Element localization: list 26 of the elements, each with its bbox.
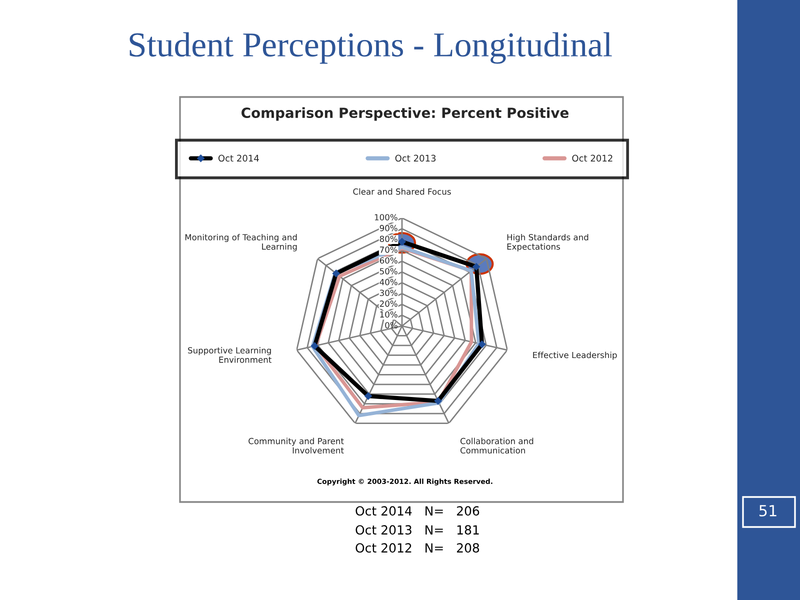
y-tick-label: 20% <box>380 300 398 307</box>
spoke-label: Effective Leadership <box>533 352 617 360</box>
y-tick-label: 70% <box>380 246 398 253</box>
y-tick-label: 80% <box>380 236 398 242</box>
legend-label: Oct 2012 <box>572 154 612 162</box>
spoke-label: Community and Parent Involvement <box>248 438 344 454</box>
spoke-label: Monitoring of Teaching and Learning <box>185 234 297 252</box>
y-tick-label: 90% <box>380 224 398 232</box>
y-tick-label: 100% <box>374 214 398 220</box>
legend-label: Oct 2013 <box>395 154 436 162</box>
spoke-label: Collaboration and Communication <box>460 438 534 454</box>
legend-label: Oct 2014 <box>218 154 259 162</box>
text: Oct 2012 N= 208 <box>356 543 480 553</box>
text: 51 <box>759 505 776 516</box>
chart-subtitle: Comparison Perspective: Percent Positive <box>242 107 568 121</box>
y-tick-label: 40% <box>380 278 398 286</box>
y-tick-label: 50% <box>380 268 398 274</box>
chart-title: Student Perceptions - Longitudinal <box>130 32 612 64</box>
spoke-label: High Standards and Expectations <box>507 234 588 252</box>
y-tick-label: 30% <box>380 290 398 296</box>
text: Oct 2013 N= 181 <box>356 525 479 535</box>
y-tick-label: 10% <box>380 311 398 318</box>
spoke-label: Supportive Learning Environment <box>188 347 272 363</box>
y-tick-label: 60% <box>380 257 398 264</box>
text: Oct 2014 N= 206 <box>356 506 480 516</box>
spoke-label: Clear and Shared Focus <box>353 188 451 195</box>
